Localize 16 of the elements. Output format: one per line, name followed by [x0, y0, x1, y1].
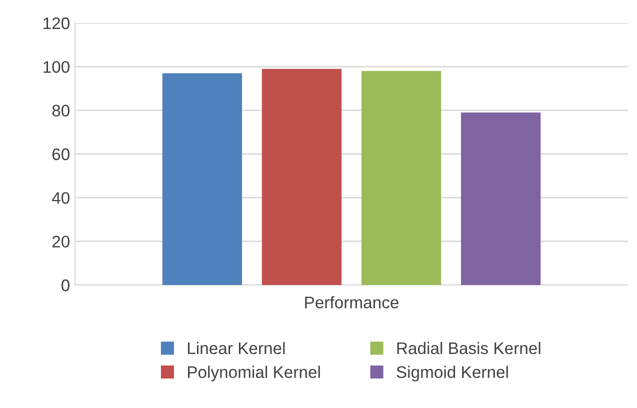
y-tick-label: 100 — [44, 61, 70, 73]
legend-label: Polynomial Kernel — [188, 366, 320, 382]
bar — [361, 71, 442, 285]
bar — [162, 73, 242, 285]
legend-label: Linear Kernel — [188, 342, 285, 354]
legend-label: Radial Basis Kernel — [397, 342, 540, 354]
y-tick-label: 60 — [52, 148, 70, 160]
y-tick-label: 80 — [52, 104, 70, 117]
y-tick-label: 20 — [52, 236, 70, 248]
x-tick-label: Performance — [305, 296, 398, 308]
y-tick-label: 40 — [52, 192, 70, 204]
bar — [262, 68, 342, 285]
y-tick-label: 0 — [62, 279, 70, 292]
legend-label: Sigmoid Kernel — [396, 366, 508, 382]
y-tick-label: 120 — [44, 17, 70, 30]
bar — [460, 112, 541, 285]
